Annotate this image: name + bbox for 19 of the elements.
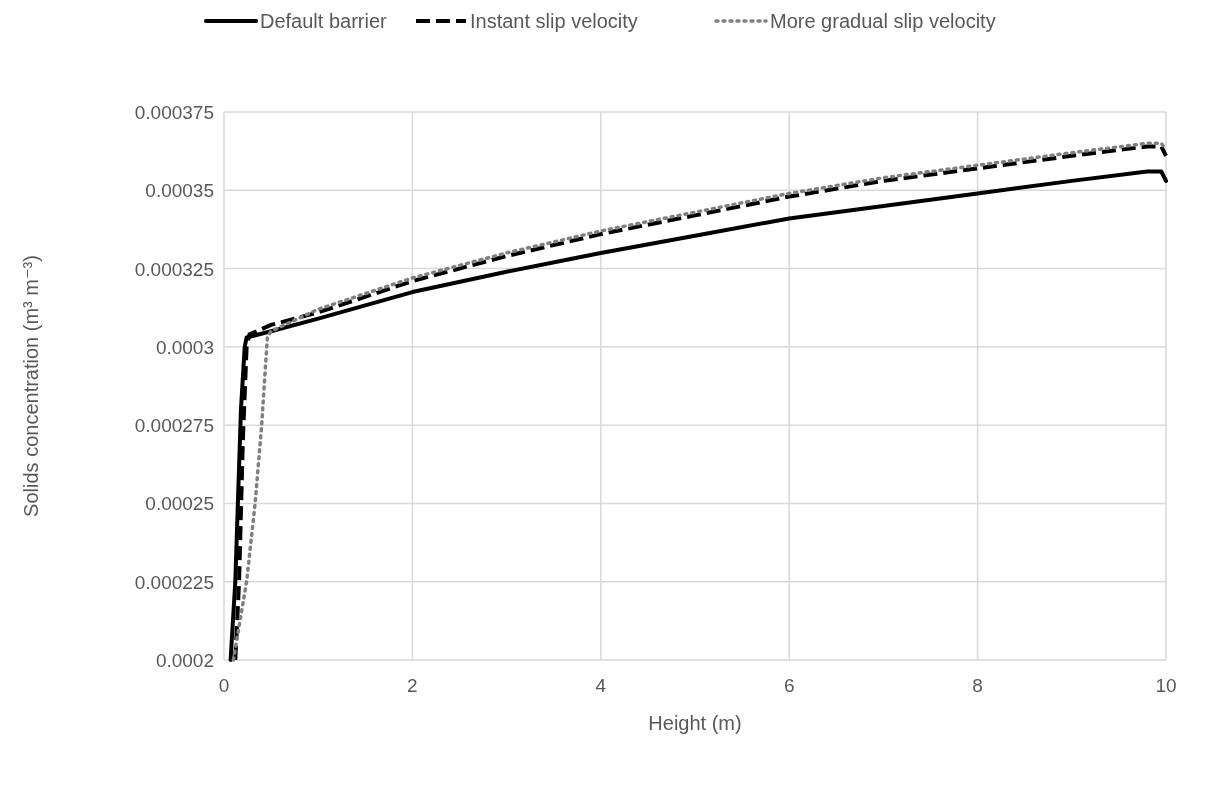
y-tick-label: 0.000275 [134,415,214,437]
y-tick-label: 0.0002 [155,650,214,671]
y-tick-label: 0.0003 [155,336,214,358]
y-tick-label: 0.000225 [134,571,214,593]
legend-label: Default barrier [260,10,388,32]
legend-label: More gradual slip velocity [770,10,996,32]
x-tick-label: 4 [595,675,607,696]
x-tick-label: 2 [407,675,418,696]
y-axis-title: Solids concentration (m³ m⁻³) [20,255,42,517]
y-tick-label: 0.00025 [145,493,214,515]
x-tick-label: 6 [783,675,795,696]
y-tick-label: 0.000325 [134,258,214,280]
y-tick-label: 0.00035 [145,180,214,202]
x-axis-title: Height (m) [648,712,742,734]
legend-label: Instant slip velocity [470,10,638,32]
x-tick-label: 8 [972,675,983,696]
x-tick-label: 10 [1155,675,1177,696]
y-tick-label: 0.000375 [134,102,214,123]
x-tick-label: 0 [218,675,230,696]
